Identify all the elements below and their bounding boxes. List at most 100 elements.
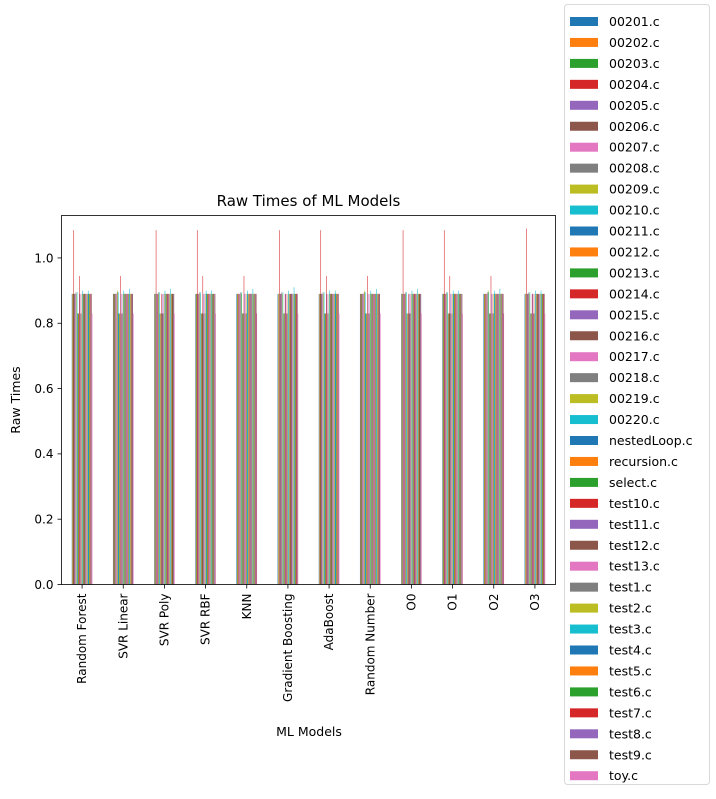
bar (486, 293, 487, 585)
bar (361, 293, 362, 585)
bar (77, 313, 79, 585)
y-tick-label: 0.0 (34, 578, 53, 592)
bar (82, 293, 84, 585)
legend-swatch (570, 519, 598, 529)
bar (489, 313, 490, 585)
bar (161, 293, 163, 585)
bar (416, 293, 418, 585)
legend-swatch (570, 708, 598, 718)
bar (445, 293, 446, 585)
bar (455, 293, 457, 585)
bar (125, 293, 126, 585)
legend-label: test5.c (609, 663, 652, 678)
bar (490, 275, 492, 585)
bar (407, 313, 408, 585)
legend-frame (564, 4, 710, 785)
legend-swatch (570, 436, 598, 445)
bar (120, 293, 122, 585)
bar (292, 293, 294, 585)
legend-swatch (570, 603, 598, 613)
bar (202, 275, 204, 585)
legend-label: test3.c (609, 622, 652, 637)
bar (364, 292, 366, 585)
bar (86, 293, 88, 585)
bar (90, 293, 91, 585)
bar (462, 313, 463, 585)
legend-label: test10.c (609, 496, 660, 511)
legend-swatch (570, 645, 598, 655)
bar (242, 313, 244, 585)
x-tick-label: Gradient Boosting (281, 594, 295, 702)
bar (532, 293, 533, 585)
legend-label: 00205.c (609, 98, 660, 113)
legend-swatch (570, 79, 598, 89)
bar (539, 293, 541, 585)
bar (526, 228, 527, 585)
bar (252, 288, 254, 585)
bar (248, 293, 250, 585)
legend-label: test6.c (609, 684, 652, 699)
bar (328, 313, 329, 585)
bar (252, 293, 253, 585)
bar (365, 313, 367, 585)
bar (412, 293, 413, 585)
bar (244, 293, 245, 585)
bar (126, 293, 128, 585)
bar (378, 293, 379, 585)
bar (129, 288, 130, 585)
bar (375, 293, 377, 585)
bar (130, 293, 132, 585)
bar (297, 293, 298, 585)
bar (297, 313, 299, 585)
bar (499, 288, 501, 585)
legend-label: 00220.c (609, 412, 660, 427)
bar (323, 292, 325, 585)
bar (322, 292, 324, 585)
bar (80, 293, 82, 585)
bar (126, 293, 127, 585)
bar (406, 313, 408, 585)
legend-label: 00215.c (609, 307, 660, 322)
bar (362, 293, 363, 585)
bar (338, 293, 339, 585)
legend-label: 00206.c (609, 119, 660, 134)
bar (544, 313, 546, 585)
bar (326, 275, 327, 585)
legend-swatch (570, 624, 598, 634)
bar (446, 293, 448, 585)
bar (280, 293, 282, 585)
bar (204, 293, 205, 585)
legend-swatch (570, 100, 598, 110)
legend-swatch (570, 289, 598, 299)
bar (501, 293, 502, 585)
bar (333, 293, 335, 585)
bar (527, 293, 529, 585)
bar (334, 290, 336, 585)
bar (114, 293, 115, 585)
bar (132, 293, 133, 585)
bar (238, 293, 240, 585)
bar (454, 293, 456, 585)
bar (75, 292, 77, 585)
bar (377, 293, 378, 585)
bar (413, 293, 414, 585)
bar (403, 293, 404, 585)
legend-swatch (570, 331, 598, 341)
bar (401, 293, 403, 585)
bar (442, 293, 444, 585)
bar (90, 293, 92, 585)
bar (91, 313, 93, 585)
bar (450, 313, 452, 585)
bar (418, 293, 420, 585)
bars-group (71, 228, 546, 585)
legend-label: 00219.c (609, 391, 660, 406)
legend-label: 00208.c (609, 161, 660, 176)
bar (116, 292, 118, 585)
bar (277, 293, 279, 585)
legend-swatch (570, 226, 598, 236)
bar (203, 313, 205, 585)
bar (243, 275, 245, 585)
bar (89, 293, 90, 585)
y-tick-label: 0.8 (34, 317, 53, 331)
